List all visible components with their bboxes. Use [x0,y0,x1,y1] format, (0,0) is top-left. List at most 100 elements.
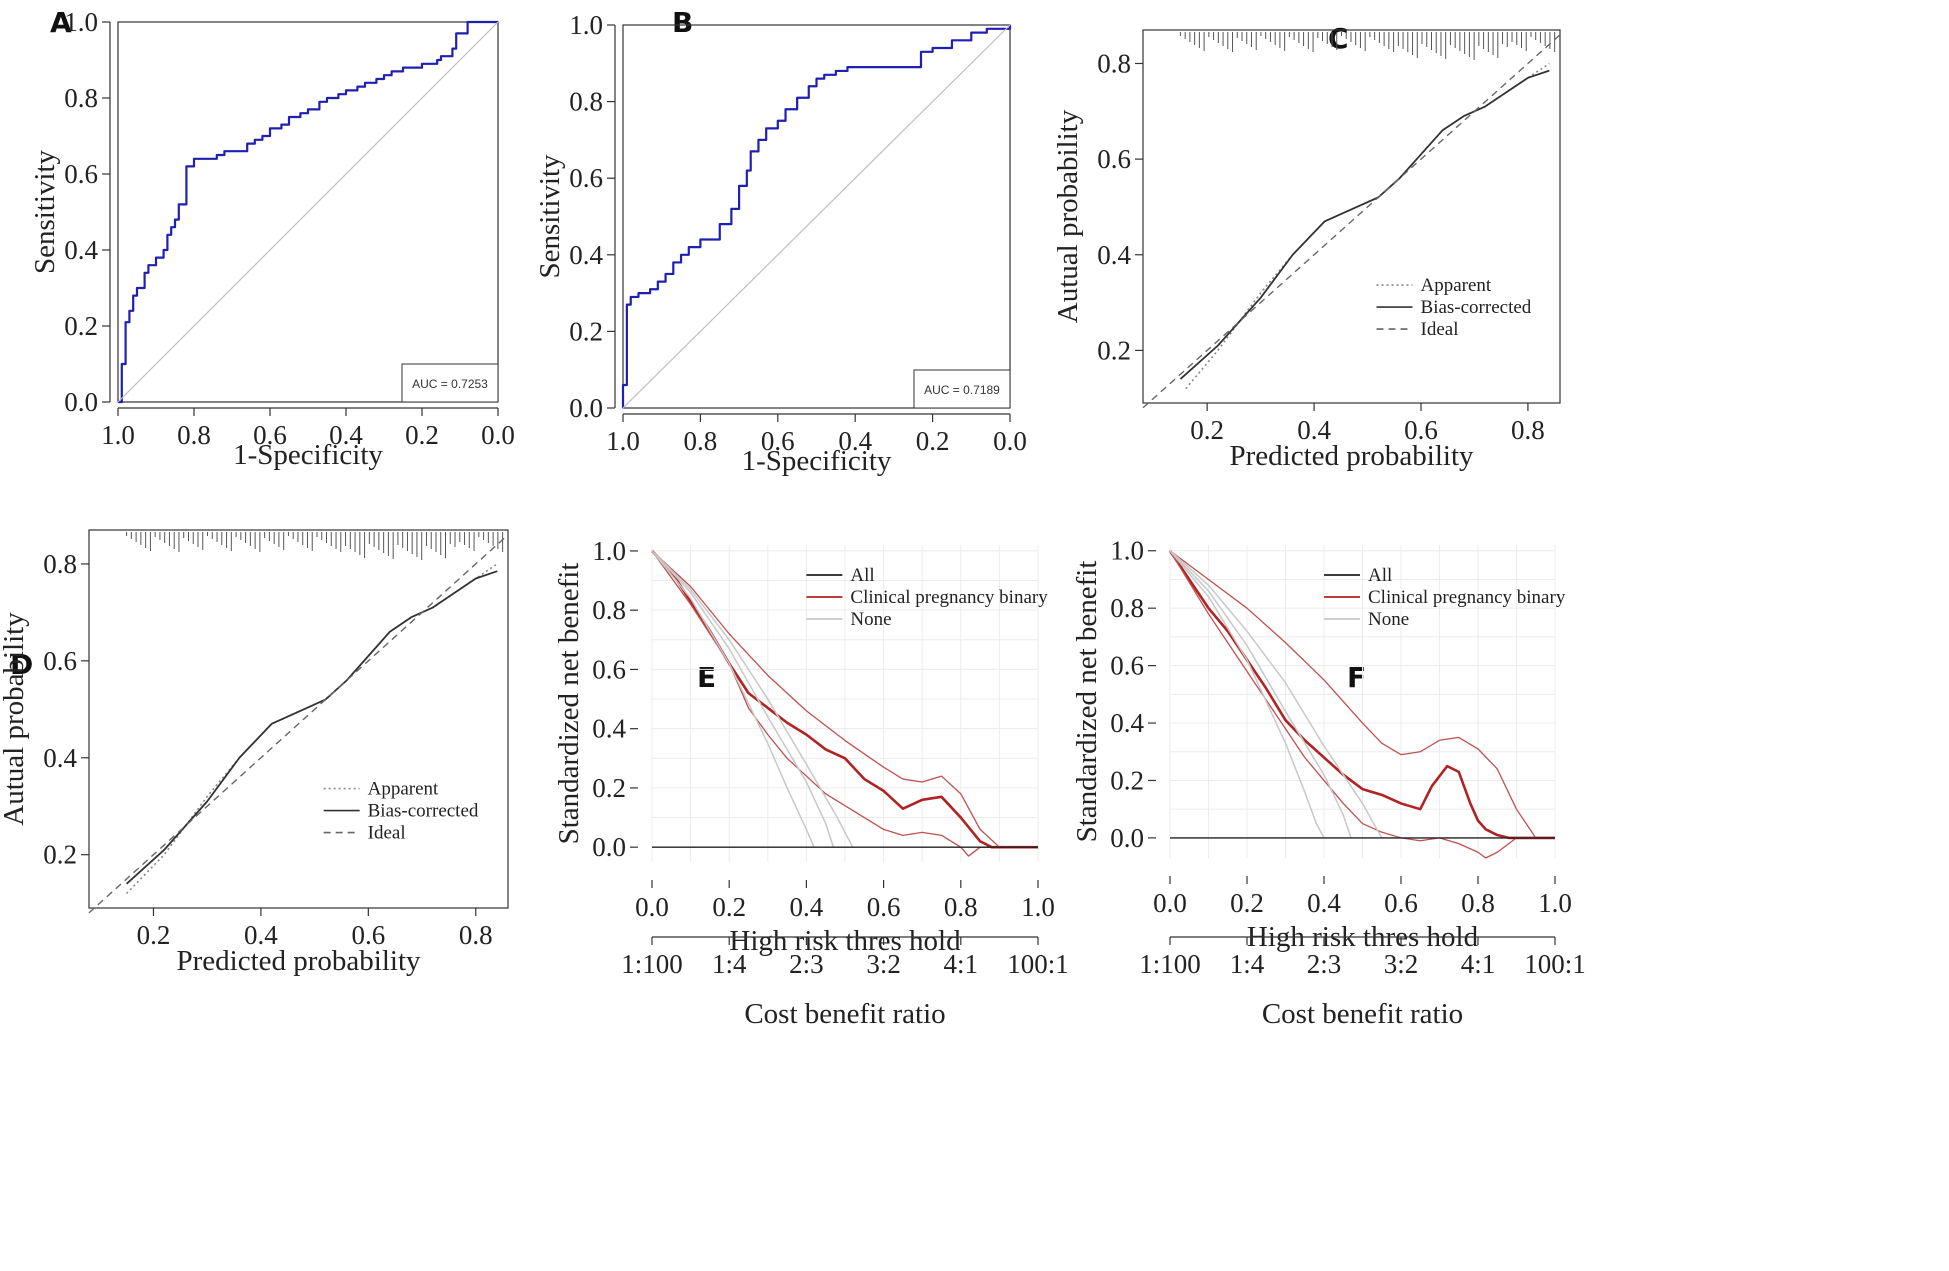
x-tick-label: 0.4 [329,420,363,450]
x-tick-label: 0.0 [1153,888,1187,918]
legend-label: Ideal [368,823,406,844]
y-tick-label: 0.8 [592,595,626,625]
x-tick-label: 0.4 [838,426,872,456]
y-tick-label: 0.4 [1110,708,1144,738]
y-tick-label: 0.4 [1097,240,1131,270]
ideal-line [88,534,509,914]
x-tick-label: 0.4 [790,892,824,922]
y-tick-label: 0.2 [64,311,98,341]
x-tick-label: 0.8 [944,892,978,922]
y-tick-label: 0.6 [592,654,626,684]
treat-all-line [1169,550,1325,839]
y-tick-label: 0.0 [569,393,603,423]
auc-box [913,369,1011,409]
reference-diagonal [622,24,1011,409]
cost-tick-label: 1:4 [712,949,747,979]
x-tick-label: 0.2 [405,420,439,450]
y-tick-label: 1.0 [592,536,626,566]
y-tick-label: 0.8 [64,83,98,113]
roc-curve [621,25,1012,408]
ideal-line [1142,34,1561,409]
apparent-line [126,563,498,895]
x-axis-title: Predicted probability [1229,440,1474,472]
cost-tick-label: 1:100 [621,949,683,979]
bias-corrected-line [126,570,498,885]
x-axis-title: Predicted probability [176,945,421,977]
x-tick-label: 1.0 [101,420,135,450]
legend-label: Apparent [368,779,439,800]
legend-label: All [850,565,874,586]
x-tick-label: 0.6 [761,426,795,456]
panel-letter-b: B [672,6,693,39]
cost-tick-label: 1:100 [1139,949,1201,979]
y-axis-title: Autual probability [1052,109,1084,323]
x-tick-label: 0.0 [481,420,515,450]
y-tick-label: 0.4 [569,240,603,270]
treat-all-line [651,550,854,848]
x-tick-label: 0.0 [635,892,669,922]
x-tick-label: 0.0 [993,426,1027,456]
x-tick-label: 0.6 [253,420,287,450]
y-tick-label: 0.2 [592,773,626,803]
y-tick-label: 0.8 [43,549,77,579]
cost-tick-label: 2:3 [1307,949,1342,979]
panel-letter-e: E [697,661,716,694]
apparent-line [1185,62,1550,390]
x-tick-label: 0.8 [1461,888,1495,918]
y-tick-label: 0.6 [1097,144,1131,174]
cost-tick-label: 3:2 [866,949,901,979]
legend-label: Apparent [1421,275,1492,296]
x-tick-label: 1.0 [1538,888,1572,918]
x-tick-label: 0.2 [1190,415,1224,445]
x-tick-label: 0.8 [459,920,493,950]
x-tick-label: 0.4 [1307,888,1341,918]
legend-label: Clinical pregnancy binary [1368,587,1566,608]
treat-all-line [1169,550,1383,839]
y-tick-label: 0.0 [64,387,98,417]
confidence-band-line [651,550,1000,848]
y-tick-label: 0.2 [1097,335,1131,365]
x-tick-label: 0.2 [137,920,171,950]
auc-box [401,363,499,403]
auc-label: AUC = 0.7189 [924,383,1000,397]
legend-label: Clinical pregnancy binary [850,587,1048,608]
x-tick-label: 0.4 [244,920,278,950]
auc-label: AUC = 0.7253 [412,377,488,391]
legend-label: All [1368,565,1392,586]
y-tick-label: 0.8 [1097,48,1131,78]
treat-all-line [651,550,815,848]
cost-tick-label: 4:1 [944,949,979,979]
panel-letter-d: D [10,648,33,681]
cost-tick-label: 100:1 [1007,949,1069,979]
y-tick-label: 0.2 [1110,765,1144,795]
y-tick-label: 0.8 [1110,593,1144,623]
cost-tick-label: 4:1 [1461,949,1496,979]
y-tick-label: 0.0 [592,832,626,862]
y-tick-label: 0.4 [43,743,77,773]
y-axis-title: Autual probability [0,612,30,826]
x-tick-label: 0.8 [684,426,718,456]
x-tick-label: 0.6 [351,920,385,950]
plot-frame [622,24,1011,409]
roc-curve [118,20,498,404]
y-tick-label: 1.0 [569,10,603,40]
x-tick-label: 0.2 [712,892,746,922]
legend-label: Bias-corrected [1421,297,1532,318]
treat-all-line [651,550,835,848]
x-axis-title: High risk thres hold [729,925,961,957]
cost-axis-title: Cost benefit ratio [1262,998,1463,1030]
x-tick-label: 1.0 [1021,892,1055,922]
cost-tick-label: 1:4 [1230,949,1265,979]
panel-letter-f: F [1347,661,1366,694]
chart-panel-b: 1.0 0.8 0.6 0.4 0.2 0.0 0.0 0.2 0.4 0.6 0.8 1.0 1-Sp… [534,10,1027,477]
cost-tick-label: 3:2 [1384,949,1419,979]
y-tick-label: 0.6 [43,646,77,676]
x-tick-label: 0.8 [1511,415,1545,445]
y-axis-title: Sensitivity [534,154,566,279]
y-axis-title: Sensitivity [29,149,61,274]
y-axis-title: Standardized net benefit [1071,561,1103,843]
plot-frame [1142,29,1561,404]
chart-panel-f: 0.0 0.2 0.4 0.6 0.8 1.00.00.20.40.60.81.0High… [1071,536,1586,1030]
legend-label: None [850,609,891,630]
x-tick-label: 0.2 [916,426,950,456]
